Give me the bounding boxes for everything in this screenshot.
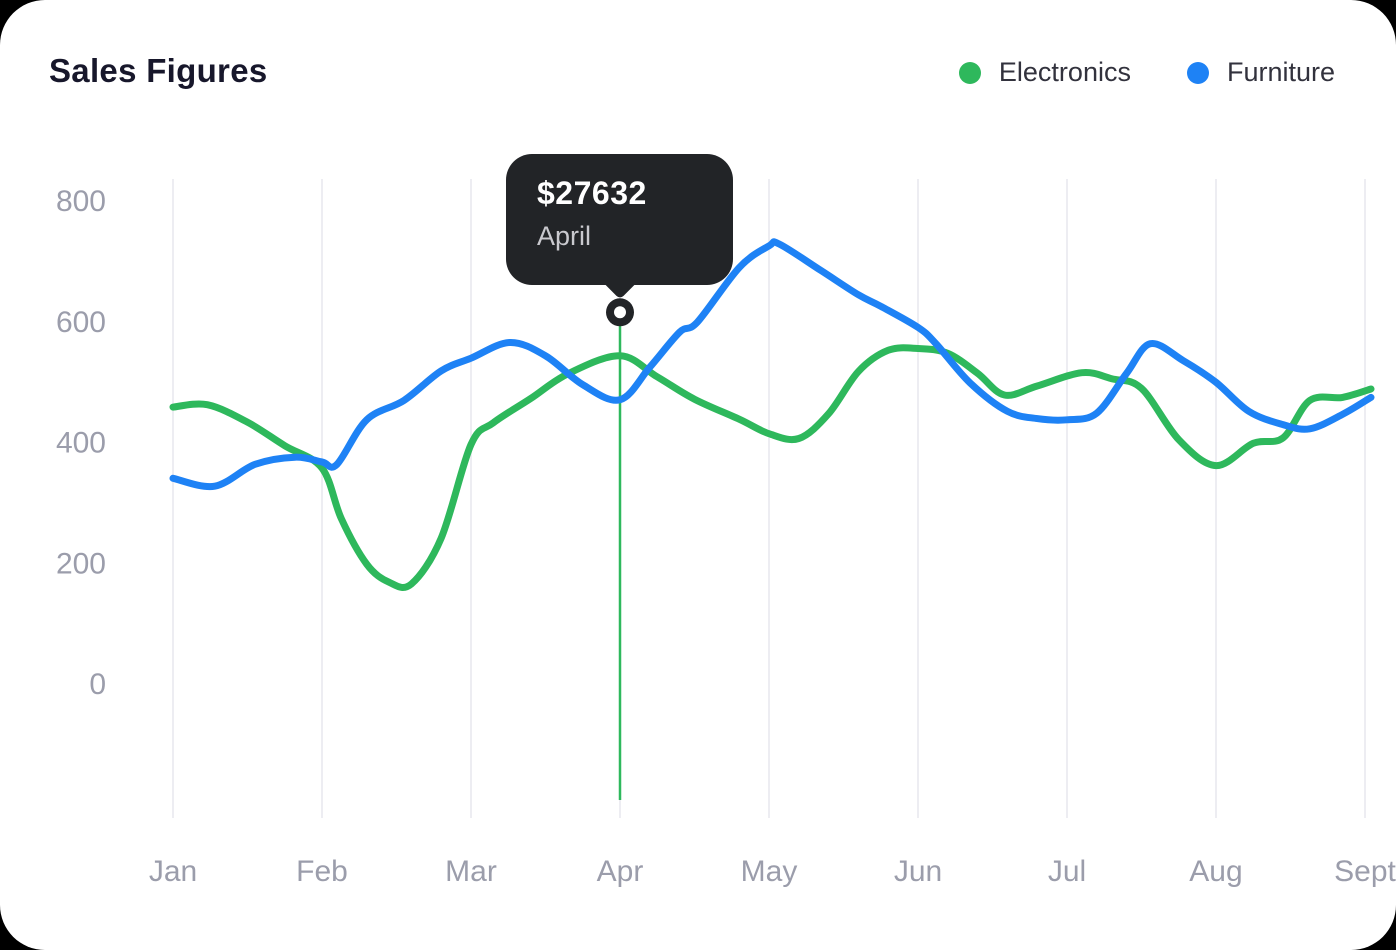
x-tick-label: Aug [1189,855,1242,888]
x-tick-label: Sept [1334,855,1396,888]
tooltip-marker-core [614,306,626,319]
y-tick-label: 0 [89,668,106,701]
electronics-swatch-icon [958,61,981,84]
x-tick-label: Jul [1048,855,1086,888]
x-tick-label: Feb [296,855,348,888]
legend-item-electronics[interactable]: Electronics [958,57,1131,88]
x-tick-label: Jan [149,855,197,888]
y-tick-label: 400 [56,427,106,460]
y-tick-label: 800 [56,185,106,218]
legend-item-furniture[interactable]: Furniture [1186,57,1335,88]
chart-title: Sales Figures [49,52,268,89]
electronics-line[interactable] [169,344,1375,591]
legend-label-furniture: Furniture [1226,57,1335,87]
x-tick-label: Jun [894,855,942,888]
x-tick-label: Apr [597,855,644,888]
legend-label-electronics: Electronics [998,57,1131,87]
legend: Electronics Furniture [958,57,1335,88]
y-tick-label: 200 [56,547,106,580]
furniture-swatch-icon [1186,61,1209,84]
x-tick-label: Mar [445,855,497,888]
tooltip: $27632 April [506,154,733,286]
furniture-line[interactable] [169,238,1375,491]
x-tick-label: May [741,855,798,888]
tooltip-value: $27632 [537,175,647,212]
tooltip-month: April [537,221,592,252]
y-tick-label: 600 [56,306,106,339]
